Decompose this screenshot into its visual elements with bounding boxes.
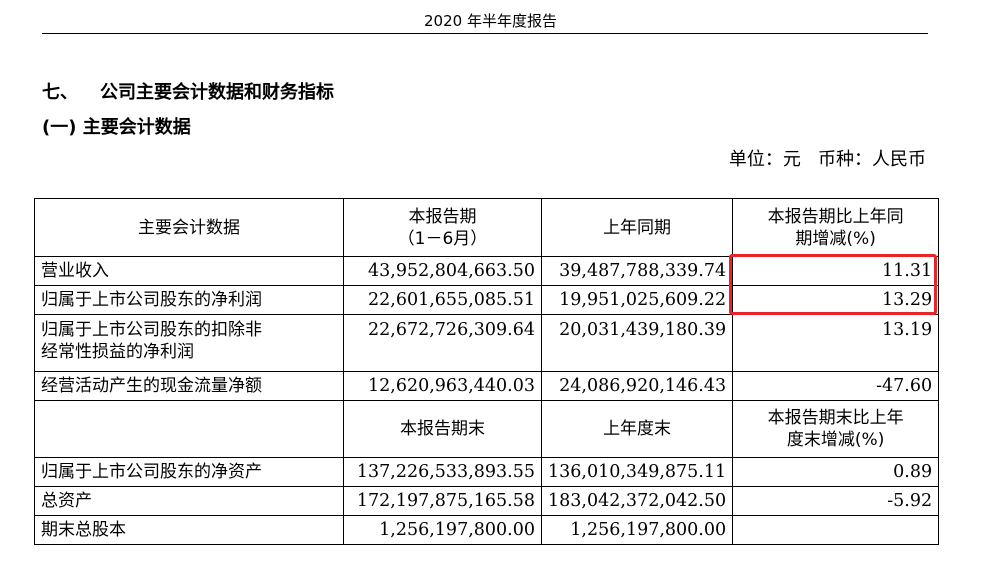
table-row: 经营活动产生的现金流量净额 12,620,963,440.03 24,086,9… <box>34 371 940 401</box>
row-label: 期末总股本 <box>34 515 344 545</box>
table-row: 期末总股本 1,256,197,800.00 1,256,197,800.00 <box>34 515 940 545</box>
table-row: 归属于上市公司股东的净资产 137,226,533,893.55 136,010… <box>34 457 940 487</box>
current-value: 43,952,804,663.50 <box>343 256 542 286</box>
subheader-cell-period-end: 本报告期末 <box>343 400 542 458</box>
row-label: 归属于上市公司股东的净资产 <box>34 457 344 487</box>
change-value: -5.92 <box>732 486 940 516</box>
current-value: 22,601,655,085.51 <box>343 285 542 315</box>
table-subheader-row: 本报告期末 上年度末 本报告期末比上年 度末增减(%) <box>34 400 940 458</box>
subheader-cell-prior-year-end: 上年度末 <box>540 400 734 458</box>
change-value <box>732 515 940 545</box>
previous-value: 24,086,920,146.43 <box>540 371 734 401</box>
table-row: 归属于上市公司股东的扣除非 经常性损益的净利润 22,672,726,309.6… <box>34 314 940 372</box>
change-value: 11.31 <box>732 256 940 286</box>
change-value: 13.29 <box>732 285 940 315</box>
previous-value: 1,256,197,800.00 <box>540 515 734 545</box>
previous-value: 20,031,439,180.39 <box>540 314 734 372</box>
section-title: 公司主要会计数据和财务指标 <box>100 82 334 103</box>
subsection-heading: (一) 主要会计数据 <box>42 117 191 138</box>
section-number: 七、 <box>42 82 78 103</box>
table-row: 归属于上市公司股东的净利润 22,601,655,085.51 19,951,0… <box>34 285 940 315</box>
current-value: 137,226,533,893.55 <box>343 457 542 487</box>
table-row: 总资产 172,197,875,165.58 183,042,372,042.5… <box>34 486 940 516</box>
previous-value: 136,010,349,875.11 <box>540 457 734 487</box>
highlight-annotation-box <box>729 254 937 315</box>
report-header-title: 2020 年半年度报告 <box>424 12 557 30</box>
unit-label: 单位：元 <box>728 149 801 170</box>
row-label: 归属于上市公司股东的净利润 <box>34 285 344 315</box>
row-label: 归属于上市公司股东的扣除非 经常性损益的净利润 <box>34 314 344 372</box>
section-heading: 七、 公司主要会计数据和财务指标 <box>42 78 334 104</box>
previous-value: 183,042,372,042.50 <box>540 486 734 516</box>
table-header-row: 主要会计数据 本报告期 （1－6月） 上年同期 本报告期比上年同 期增减(%) <box>34 198 940 257</box>
change-value: -47.60 <box>732 371 940 401</box>
previous-value: 19,951,025,609.22 <box>540 285 734 315</box>
previous-value: 39,487,788,339.74 <box>540 256 734 286</box>
header-cell-change: 本报告期比上年同 期增减(%) <box>732 198 940 257</box>
current-value: 22,672,726,309.64 <box>343 314 542 372</box>
table-row: 营业收入 43,952,804,663.50 39,487,788,339.74… <box>34 256 940 286</box>
header-cell-item: 主要会计数据 <box>34 198 344 257</box>
header-cell-current-period: 本报告期 （1－6月） <box>343 198 542 257</box>
accounting-data-table: 主要会计数据 本报告期 （1－6月） 上年同期 本报告期比上年同 期增减(%) … <box>34 198 940 545</box>
row-label: 总资产 <box>34 486 344 516</box>
current-value: 172,197,875,165.58 <box>343 486 542 516</box>
subheader-cell-item <box>34 400 344 458</box>
header-cell-prior-period: 上年同期 <box>540 198 734 257</box>
row-label: 经营活动产生的现金流量净额 <box>34 371 344 401</box>
header-divider <box>42 33 928 34</box>
unit-currency-line: 单位：元 币种：人民币 <box>729 145 926 171</box>
change-value: 13.19 <box>732 314 940 372</box>
current-value: 12,620,963,440.03 <box>343 371 542 401</box>
subheader-cell-change: 本报告期末比上年 度末增减(%) <box>732 400 940 458</box>
change-value: 0.89 <box>732 457 940 487</box>
current-value: 1,256,197,800.00 <box>343 515 542 545</box>
row-label: 营业收入 <box>34 256 344 286</box>
currency-label: 币种：人民币 <box>818 149 926 170</box>
